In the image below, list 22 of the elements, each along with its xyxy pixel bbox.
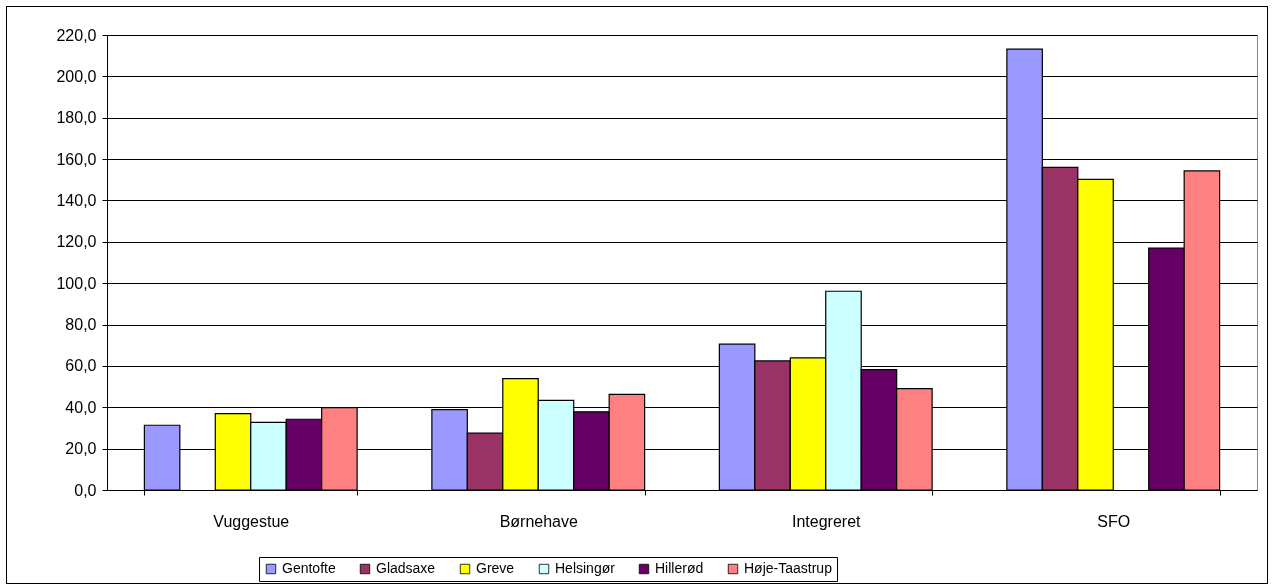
legend-label: Greve (476, 560, 515, 576)
legend-label: Helsingør (555, 560, 616, 576)
y-tick-label: 220,0 (56, 26, 97, 44)
y-tick-label: 20,0 (65, 440, 97, 458)
y-tick-label: 120,0 (56, 233, 97, 251)
y-tick-label: 200,0 (56, 67, 97, 85)
y-tick-label: 160,0 (56, 150, 97, 168)
y-tick-label: 60,0 (65, 357, 97, 375)
y-tick-label: 80,0 (65, 316, 97, 334)
legend-label: Gentofte (282, 560, 336, 576)
x-tick-label: Integreret (792, 512, 862, 530)
y-tick-label: 0,0 (74, 481, 97, 499)
x-tick-label: Børnehave (499, 512, 578, 530)
x-tick-label: SFO (1097, 512, 1131, 530)
y-tick-label: 40,0 (65, 398, 97, 416)
y-tick-label: 180,0 (56, 109, 97, 127)
legend-label: Gladsaxe (376, 560, 436, 576)
legend-label: Høje-Taastrup (744, 560, 833, 576)
y-tick-label: 100,0 (56, 274, 97, 292)
y-tick-label: 140,0 (56, 191, 97, 209)
legend-label: Hillerød (655, 560, 704, 576)
x-tick-label: Vuggestue (213, 512, 290, 530)
